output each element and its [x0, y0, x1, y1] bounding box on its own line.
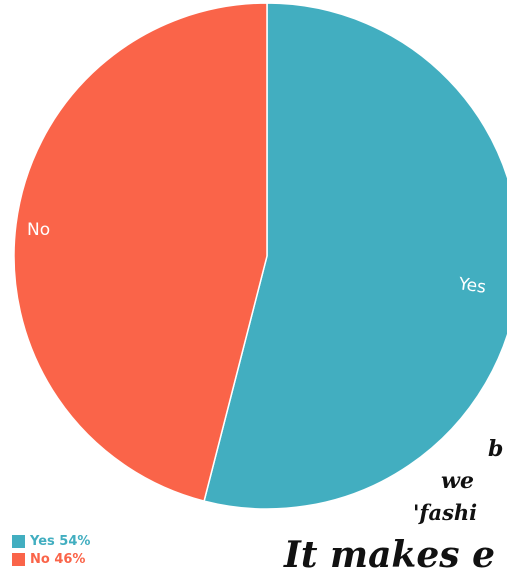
overlay-text-line-3: 'fashi [413, 500, 478, 525]
overlay-text-line-4: It makes e [284, 534, 495, 576]
pie-slice-no [13, 2, 268, 502]
slice-label-yes: Yes [456, 274, 487, 298]
legend-swatch-yes [12, 535, 25, 548]
chart-legend: Yes 54% No 46% [12, 533, 90, 568]
slice-label-no: No [27, 220, 50, 240]
legend-item-no: No 46% [12, 551, 90, 568]
pie-slices [13, 2, 507, 510]
legend-swatch-no [12, 553, 25, 566]
overlay-text-line-2: we [441, 468, 474, 494]
overlay-text-line-1: b [488, 436, 504, 462]
pie-slice-yes [203, 2, 507, 510]
legend-label-yes: Yes 54% [30, 534, 91, 549]
legend-label-no: No 46% [30, 552, 86, 567]
legend-item-yes: Yes 54% [12, 533, 90, 550]
